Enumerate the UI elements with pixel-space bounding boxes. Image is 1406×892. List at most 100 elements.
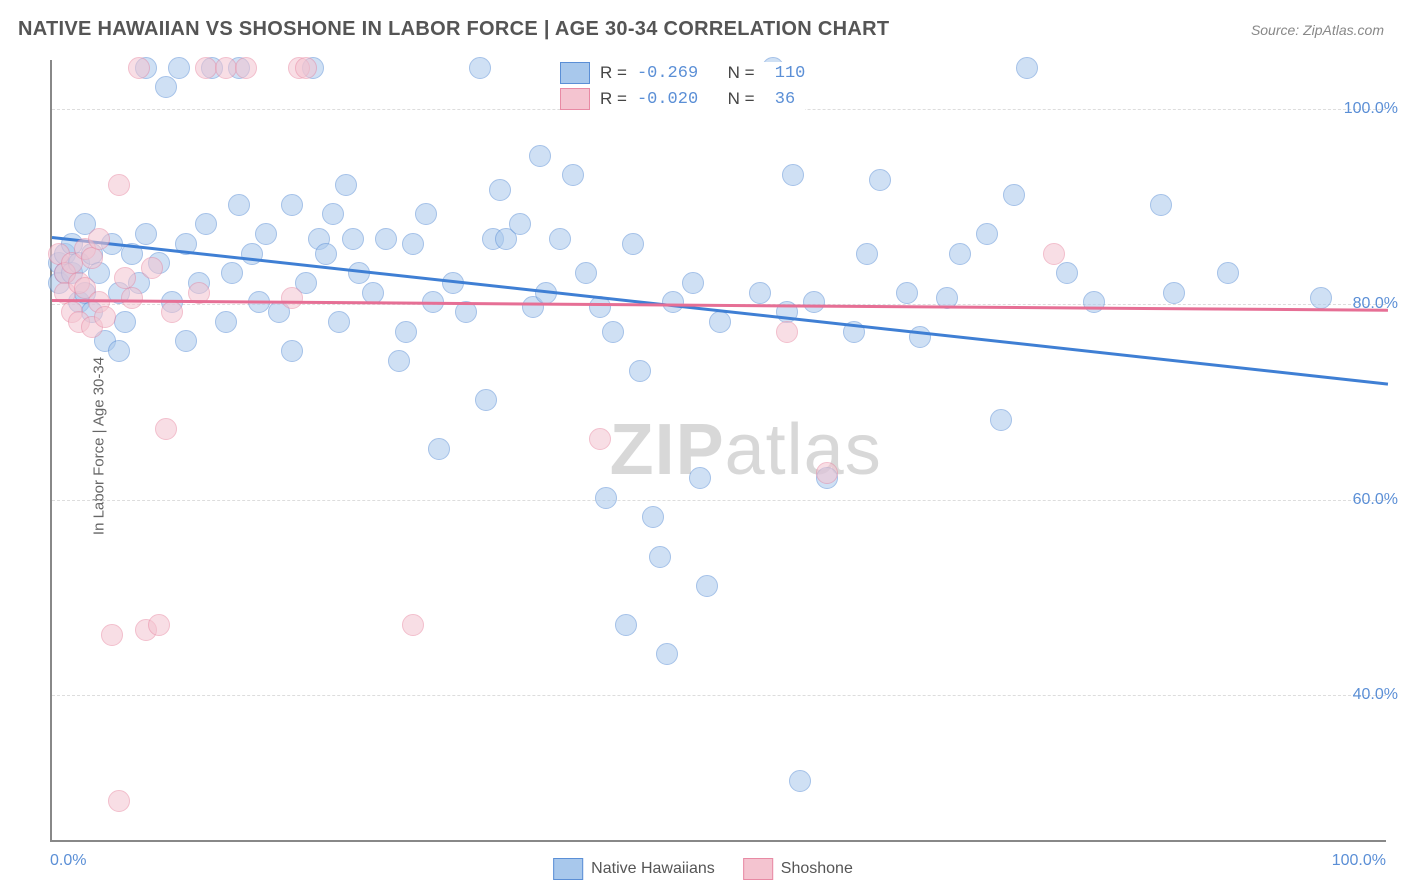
data-point — [175, 330, 197, 352]
correlation-chart: NATIVE HAWAIIAN VS SHOSHONE IN LABOR FOR… — [0, 0, 1406, 892]
data-point — [475, 389, 497, 411]
data-point — [549, 228, 571, 250]
data-point — [489, 179, 511, 201]
data-point — [221, 262, 243, 284]
data-point — [949, 243, 971, 265]
data-point — [509, 213, 531, 235]
gridline — [52, 695, 1386, 696]
plot-area: ZIPatlas — [50, 60, 1386, 842]
data-point — [322, 203, 344, 225]
data-point — [529, 145, 551, 167]
data-point — [281, 287, 303, 309]
data-point — [235, 57, 257, 79]
data-point — [816, 462, 838, 484]
data-point — [1016, 57, 1038, 79]
data-point — [295, 57, 317, 79]
x-tick-max: 100.0% — [1332, 852, 1386, 870]
data-point — [428, 438, 450, 460]
legend-swatch — [553, 858, 583, 880]
watermark-text: ZIPatlas — [610, 409, 882, 491]
data-point — [402, 233, 424, 255]
data-point — [869, 169, 891, 191]
y-tick-label: 100.0% — [1344, 100, 1398, 118]
data-point — [896, 282, 918, 304]
stats-legend-row: R =-0.020 N = 36 — [560, 88, 805, 110]
gridline — [52, 500, 1386, 501]
legend-label: Native Hawaiians — [591, 860, 715, 878]
stats-legend: R = -0.269 N = 110 R =-0.020 N = 36 — [560, 62, 805, 114]
data-point — [81, 247, 103, 269]
bottom-legend-item: Native Hawaiians — [553, 858, 715, 880]
data-point — [195, 57, 217, 79]
data-point — [1043, 243, 1065, 265]
data-point — [589, 428, 611, 450]
data-point — [195, 213, 217, 235]
data-point — [909, 326, 931, 348]
data-point — [1003, 184, 1025, 206]
data-point — [990, 409, 1012, 431]
data-point — [228, 194, 250, 216]
data-point — [108, 340, 130, 362]
data-point — [1217, 262, 1239, 284]
stat-r-label: R = — [600, 63, 627, 83]
data-point — [168, 57, 190, 79]
data-point — [94, 306, 116, 328]
data-point — [141, 257, 163, 279]
data-point — [415, 203, 437, 225]
data-point — [575, 262, 597, 284]
legend-label: Shoshone — [781, 860, 853, 878]
data-point — [682, 272, 704, 294]
data-point — [255, 223, 277, 245]
data-point — [155, 418, 177, 440]
data-point — [215, 311, 237, 333]
data-point — [776, 321, 798, 343]
data-point — [709, 311, 731, 333]
data-point — [388, 350, 410, 372]
data-point — [121, 287, 143, 309]
y-tick-label: 40.0% — [1353, 686, 1398, 704]
data-point — [108, 174, 130, 196]
source-attribution: Source: ZipAtlas.com — [1251, 22, 1384, 38]
data-point — [161, 301, 183, 323]
stat-r-label: R = — [600, 89, 627, 109]
data-point — [642, 506, 664, 528]
data-point — [281, 340, 303, 362]
data-point — [1083, 291, 1105, 313]
data-point — [602, 321, 624, 343]
y-tick-label: 80.0% — [1353, 295, 1398, 313]
data-point — [595, 487, 617, 509]
data-point — [696, 575, 718, 597]
data-point — [656, 643, 678, 665]
stat-n-label: N = — [728, 89, 755, 109]
data-point — [148, 614, 170, 636]
data-point — [128, 57, 150, 79]
stat-n-label: N = — [728, 63, 755, 83]
data-point — [649, 546, 671, 568]
data-point — [395, 321, 417, 343]
stat-r-value: -0.269 — [637, 64, 698, 83]
stat-n-value: 110 — [765, 64, 806, 83]
y-tick-label: 60.0% — [1353, 491, 1398, 509]
data-point — [615, 614, 637, 636]
data-point — [469, 57, 491, 79]
data-point — [782, 164, 804, 186]
legend-swatch — [560, 62, 590, 84]
x-tick-min: 0.0% — [50, 852, 86, 870]
data-point — [1056, 262, 1078, 284]
data-point — [1150, 194, 1172, 216]
chart-title: NATIVE HAWAIIAN VS SHOSHONE IN LABOR FOR… — [18, 18, 889, 41]
data-point — [1310, 287, 1332, 309]
bottom-legend-item: Shoshone — [743, 858, 853, 880]
bottom-legend: Native Hawaiians Shoshone — [553, 858, 853, 880]
data-point — [689, 467, 711, 489]
data-point — [328, 311, 350, 333]
data-point — [562, 164, 584, 186]
data-point — [135, 223, 157, 245]
data-point — [976, 223, 998, 245]
data-point — [114, 311, 136, 333]
data-point — [622, 233, 644, 255]
legend-swatch — [560, 88, 590, 110]
stats-legend-row: R = -0.269 N = 110 — [560, 62, 805, 84]
data-point — [803, 291, 825, 313]
data-point — [101, 624, 123, 646]
